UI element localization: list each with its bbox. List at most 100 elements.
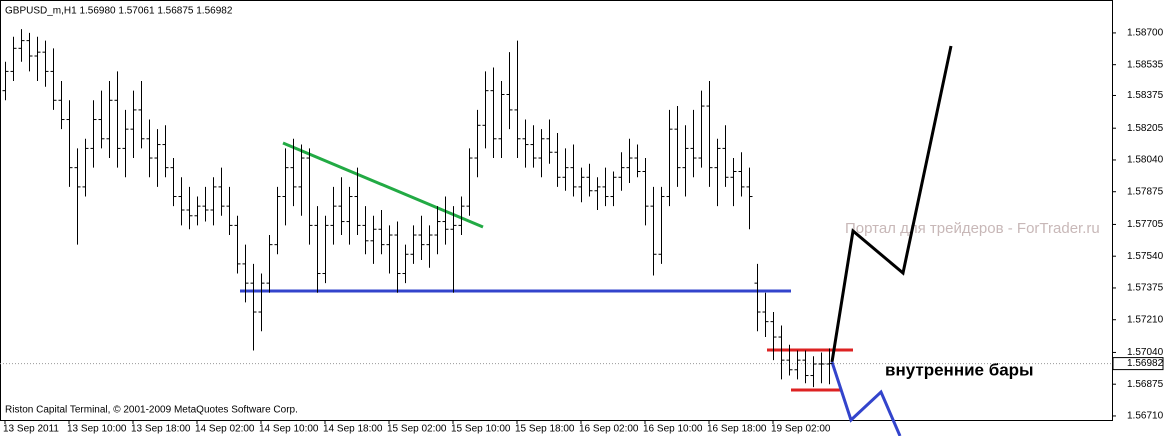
ohlc-bar	[346, 186, 353, 245]
ohlc-bar	[34, 36, 41, 82]
last-price-box	[1112, 357, 1164, 371]
ohlc-bar	[762, 292, 769, 338]
ohlc-bar	[434, 206, 441, 255]
x-tick-label: 16 Sep 02:00	[579, 424, 639, 435]
ohlc-bar	[274, 186, 281, 255]
ohlc-bar	[18, 29, 25, 62]
ohlc-bar	[642, 158, 649, 226]
scenario-up	[830, 45, 953, 363]
ohlc-bar	[74, 148, 81, 245]
ohlc-bar	[426, 225, 433, 268]
ohlc-bar	[226, 186, 233, 236]
y-tick-label: 1.57875	[1127, 186, 1164, 197]
ohlc-bar	[730, 158, 737, 207]
ohlc-bar	[26, 32, 33, 72]
x-tick-label: 15 Sep 02:00	[387, 424, 447, 435]
ohlc-bar	[394, 221, 401, 293]
ohlc-bar	[698, 90, 705, 168]
ohlc-bar	[242, 244, 249, 303]
ohlc-bar	[482, 71, 489, 149]
ohlc-bar	[58, 81, 65, 130]
x-tick-label: 19 Sep 02:00	[771, 424, 831, 435]
ohlc-bar	[666, 109, 673, 207]
ohlc-bar	[506, 52, 513, 130]
ohlc-bar	[290, 138, 297, 207]
ohlc-bar	[682, 125, 689, 197]
x-tick-label: 13 Sep 10:00	[67, 424, 127, 435]
ohlc-bar	[210, 177, 217, 226]
ohlc-bar	[202, 186, 209, 222]
ohlc-bar	[746, 167, 753, 230]
y-tick-label: 1.57540	[1127, 251, 1164, 262]
x-tick-label: 14 Sep 02:00	[195, 424, 255, 435]
footer: Riston Capital Terminal, © 2001-2009 Met…	[5, 405, 298, 416]
ohlc-bar	[194, 196, 201, 226]
ohlc-bar	[674, 106, 681, 187]
ohlc-bar	[610, 171, 617, 207]
watermark: Портал для трейдеров - ForTrader.ru	[845, 220, 1100, 237]
chart-title: GBPUSD_m,H1 1.56980 1.57061 1.56875 1.56…	[5, 6, 233, 17]
ohlc-bar	[130, 90, 137, 159]
ohlc-bar	[498, 81, 505, 159]
ohlc-bar	[658, 186, 665, 264]
y-tick-label: 1.58700	[1127, 28, 1164, 39]
ohlc-bar	[690, 109, 697, 178]
ohlc-bar	[234, 215, 241, 274]
ohlc-bar	[170, 158, 177, 207]
ohlc-bar	[178, 177, 185, 226]
ohlc-bar	[594, 177, 601, 210]
y-tick-label: 1.57375	[1127, 283, 1164, 294]
ohlc-bar	[314, 206, 321, 293]
ohlc-bar	[530, 125, 537, 168]
x-tick-label: 16 Sep 18:00	[707, 424, 767, 435]
ohlc-bar	[586, 163, 593, 197]
ohlc-bar	[162, 125, 169, 178]
ohlc-bar	[770, 312, 777, 361]
y-tick-label: 1.57210	[1127, 314, 1164, 325]
ohlc-bar	[106, 81, 113, 159]
ohlc-bar	[362, 206, 369, 255]
ohlc-bar	[330, 186, 337, 245]
ohlc-bar	[554, 133, 561, 187]
ohlc-bar	[418, 215, 425, 261]
last-price-label: 1.56982	[1127, 358, 1164, 369]
y-tick-label: 1.58535	[1127, 59, 1164, 70]
ohlc-bar	[50, 48, 57, 110]
ohlc-bar	[154, 129, 161, 187]
ohlc-bar	[410, 225, 417, 264]
y-tick-label: 1.57040	[1127, 347, 1164, 358]
ohlc-bar	[810, 356, 817, 388]
ohlc-bar	[786, 344, 793, 376]
ohlc-bar	[42, 40, 49, 87]
ohlc-bar	[818, 352, 825, 384]
ohlc-bar	[618, 152, 625, 191]
ohlc-bar	[802, 350, 809, 384]
ohlc-bar	[714, 138, 721, 207]
ohlc-bar	[458, 196, 465, 236]
ohlc-bar	[306, 148, 313, 245]
ohlc-bar	[122, 109, 129, 178]
ohlc-bar	[602, 167, 609, 207]
ohlc-bar	[650, 186, 657, 276]
y-tick-label: 1.58040	[1127, 155, 1164, 166]
y-tick-label: 1.57705	[1127, 219, 1164, 230]
ohlc-bar	[378, 210, 385, 255]
ohlc-bar	[266, 235, 273, 293]
plot-frame	[0, 0, 1113, 421]
ohlc-bar	[538, 129, 545, 178]
ohlc-bar	[570, 144, 577, 197]
ohlc-bar	[386, 225, 393, 274]
ohlc-bar	[514, 40, 521, 159]
ohlc-bar	[2, 61, 9, 101]
ohlc-bar	[370, 215, 377, 264]
y-tick-label: 1.58375	[1127, 90, 1164, 101]
x-tick-label: 16 Sep 10:00	[643, 424, 703, 435]
x-tick-label: 13 Sep 2011	[3, 424, 59, 435]
x-tick-label: 15 Sep 18:00	[515, 424, 575, 435]
ohlc-bar	[402, 244, 409, 284]
ohlc-bar	[778, 325, 785, 380]
ohlc-bar	[738, 152, 745, 197]
ohlc-bar	[98, 90, 105, 149]
ohlc-bar	[490, 67, 497, 159]
